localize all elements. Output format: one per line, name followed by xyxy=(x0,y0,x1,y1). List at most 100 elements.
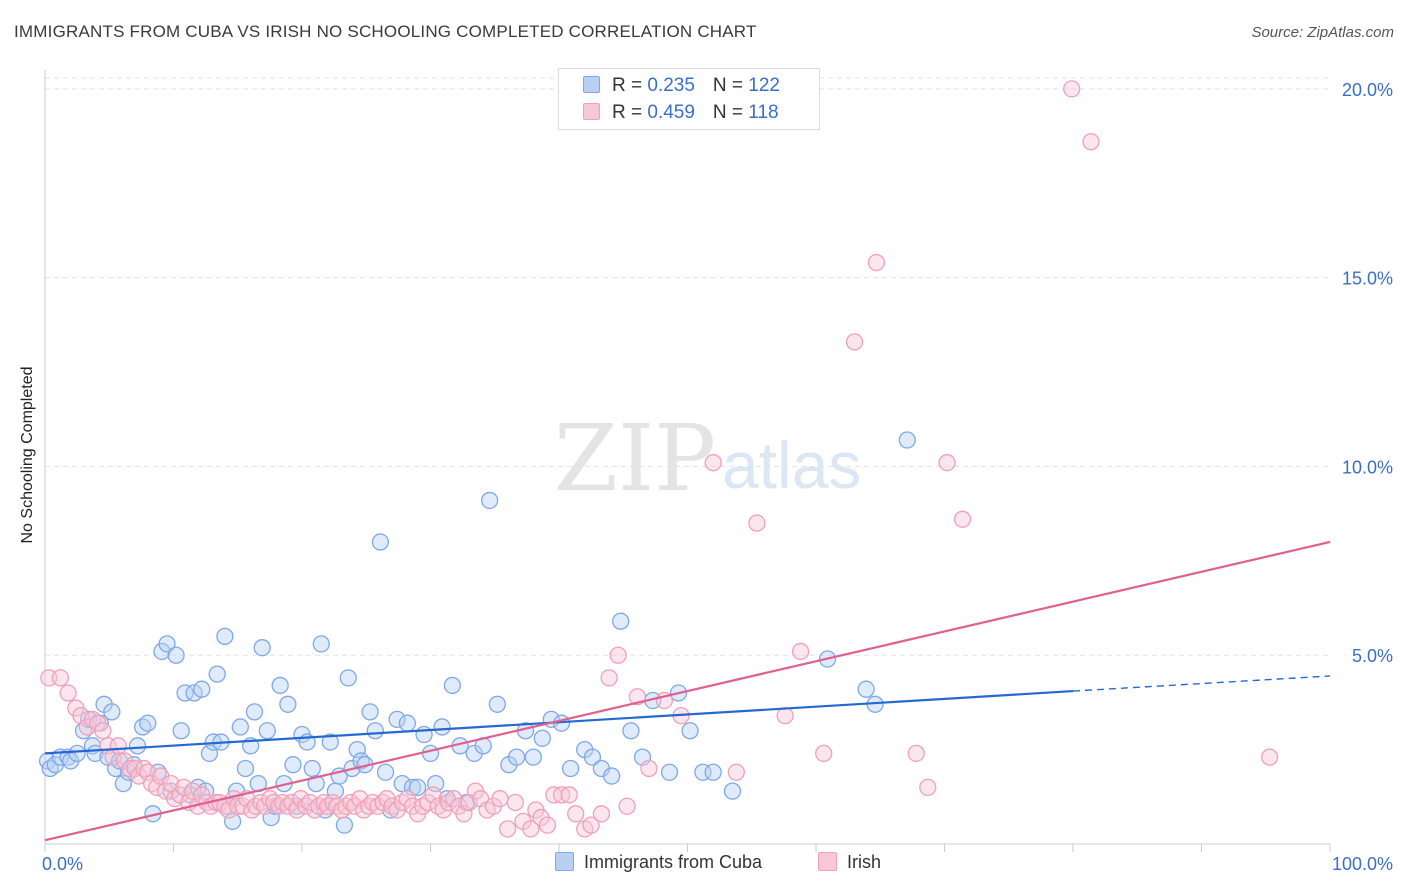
cuba-point xyxy=(488,695,506,713)
cuba-point xyxy=(200,744,219,763)
irish-point xyxy=(938,454,956,472)
n-label: N = xyxy=(712,102,749,123)
irish-point xyxy=(600,669,618,687)
cuba-point xyxy=(704,763,722,781)
x-tick-label: 0.0% xyxy=(42,854,83,874)
cuba-trend-line xyxy=(44,689,1074,755)
irish-swatch xyxy=(818,852,837,871)
cuba-point xyxy=(139,714,157,732)
cuba-point xyxy=(524,748,542,766)
watermark-atlas: atlas xyxy=(722,428,861,502)
n-label: N = xyxy=(712,75,749,96)
cuba-point xyxy=(339,669,357,687)
cuba-point xyxy=(612,612,630,630)
y-tick-label: 10.0% xyxy=(1342,457,1393,477)
cuba-point xyxy=(408,778,427,797)
irish-point xyxy=(582,816,600,834)
irish-point xyxy=(618,797,636,815)
cuba-point xyxy=(366,722,384,740)
irish-point xyxy=(845,333,864,351)
y-axis-label: No Schooling Completed xyxy=(19,366,36,544)
cuba-point xyxy=(898,431,916,449)
y-tick-label: 15.0% xyxy=(1342,269,1393,289)
cuba-point xyxy=(68,744,86,763)
legend-label: Irish xyxy=(847,852,882,872)
irish-point xyxy=(148,778,166,797)
cuba-point xyxy=(415,725,433,744)
cuba-point xyxy=(622,722,640,740)
r-label: R = xyxy=(612,75,648,96)
irish-point xyxy=(919,778,937,797)
irish-point xyxy=(288,801,306,819)
irish-point xyxy=(51,669,70,687)
irish-point xyxy=(609,646,627,664)
cuba-point xyxy=(167,646,185,664)
cuba-point xyxy=(583,748,602,766)
irish-swatch xyxy=(583,103,600,120)
irish-point xyxy=(953,510,972,528)
irish-point xyxy=(498,820,517,838)
irish-point xyxy=(640,759,658,778)
cuba-point xyxy=(172,722,190,740)
cuba-point xyxy=(158,635,176,653)
n-value: 118 xyxy=(748,102,779,123)
cuba-point xyxy=(371,533,390,551)
irish-point xyxy=(538,816,557,834)
cuba-point xyxy=(507,748,526,766)
cuba-point xyxy=(681,722,699,740)
cuba-point xyxy=(433,718,451,736)
cuba-point xyxy=(128,737,147,755)
irish-point xyxy=(1082,133,1100,151)
legend-item-irish[interactable]: Irish xyxy=(818,852,881,873)
irish-point xyxy=(791,642,810,661)
x-tick-label: 100.0% xyxy=(1332,854,1393,874)
watermark-zip: ZIP xyxy=(554,405,716,512)
irish-point xyxy=(815,744,833,763)
irish-point xyxy=(109,737,127,755)
cuba-point xyxy=(376,763,395,781)
cuba-point xyxy=(307,774,325,793)
cuba-swatch xyxy=(583,76,600,93)
irish-point xyxy=(1260,748,1279,766)
legend-item-cuba[interactable]: Immigrants from Cuba xyxy=(555,852,762,873)
cuba-point xyxy=(533,729,551,747)
cuba-point xyxy=(361,703,379,721)
cuba-point xyxy=(245,703,264,721)
irish-point xyxy=(560,786,578,804)
irish-point xyxy=(59,684,77,702)
cuba-trend-extension xyxy=(1072,675,1331,692)
cuba-point xyxy=(223,812,242,830)
n-value: 122 xyxy=(748,75,780,96)
r-value: 0.235 xyxy=(647,75,695,96)
irish-point xyxy=(94,722,112,740)
cuba-point xyxy=(216,627,234,645)
cuba-point xyxy=(258,722,276,740)
irish-point xyxy=(175,778,193,797)
stats-legend-row-cuba: R = 0.235 N = 122 xyxy=(583,75,780,99)
irish-point xyxy=(727,763,745,781)
cuba-point xyxy=(231,718,249,736)
cuba-point xyxy=(253,639,271,657)
irish-point xyxy=(522,820,540,838)
cuba-point xyxy=(103,703,121,721)
r-value: 0.459 xyxy=(647,102,695,123)
cuba-point xyxy=(443,676,461,695)
irish-point xyxy=(776,706,794,725)
legend-label: Immigrants from Cuba xyxy=(584,852,763,872)
y-tick-label: 5.0% xyxy=(1352,646,1393,666)
cuba-point xyxy=(279,695,297,713)
cuba-point xyxy=(603,767,621,785)
y-tick-label: 20.0% xyxy=(1342,80,1393,100)
cuba-point xyxy=(303,759,321,778)
cuba-point xyxy=(480,491,499,510)
cuba-point xyxy=(660,763,679,781)
stats-legend-row-irish: R = 0.459 N = 118 xyxy=(583,102,779,126)
irish-point xyxy=(867,253,886,272)
irish-point xyxy=(704,454,722,472)
irish-point xyxy=(592,805,611,823)
irish-point xyxy=(1063,80,1081,98)
stats-legend: R = 0.235 N = 122 R = 0.459 N = 118 xyxy=(558,68,820,130)
cuba-point xyxy=(561,759,580,778)
irish-point xyxy=(139,763,157,781)
